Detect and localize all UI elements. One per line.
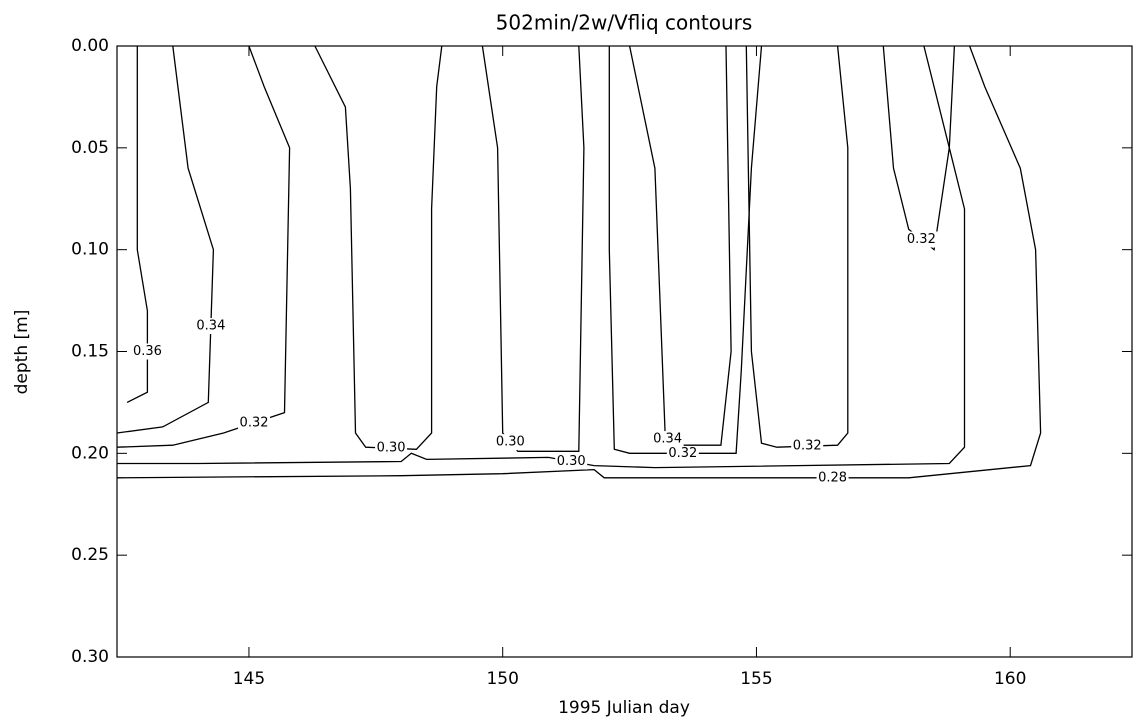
contour-label: 0.34	[653, 432, 682, 447]
contour-label: 0.28	[818, 470, 847, 485]
contour-label-bg	[555, 453, 588, 470]
contour-label: 0.32	[668, 446, 697, 461]
chart-title: 502min/2w/Vfliq contours	[496, 11, 753, 35]
contour-label-bg	[666, 445, 699, 462]
y-tick-label: 0.05	[71, 138, 109, 158]
contour-line	[116, 45, 291, 448]
x-tick-label: 160	[994, 669, 1026, 689]
x-tick-label: 145	[233, 669, 265, 689]
contour-line	[314, 45, 443, 450]
contour-line	[116, 45, 1042, 479]
contour-label: 0.32	[793, 439, 822, 454]
x-axis-label: 1995 Julian day	[558, 698, 690, 718]
y-tick-label: 0.20	[71, 443, 109, 463]
y-tick-label: 0.30	[71, 647, 109, 667]
contour-line	[117, 45, 966, 469]
contour-label: 0.30	[377, 441, 406, 456]
contour-line	[116, 45, 215, 434]
contour-label: 0.32	[240, 415, 269, 430]
contour-label-bg	[791, 438, 824, 455]
contour-label-bg	[194, 318, 227, 335]
contour-line	[126, 46, 149, 403]
contour-line	[608, 45, 763, 454]
contour-line	[628, 45, 732, 446]
contour-label-bg	[375, 440, 408, 457]
contour-label: 0.30	[557, 454, 586, 469]
plot-frame	[116, 45, 1133, 658]
y-tick-label: 0.25	[71, 545, 109, 565]
contour-label-bg	[905, 231, 938, 248]
x-tick-label: 155	[740, 669, 772, 689]
contour-label-bg	[131, 343, 164, 360]
y-axis-label: depth [m]	[12, 310, 32, 395]
contour-label: 0.30	[496, 435, 525, 450]
x-tick-label: 150	[486, 669, 518, 689]
contour-label: 0.36	[133, 344, 162, 359]
contour-line	[745, 45, 849, 448]
y-tick-label: 0.15	[71, 342, 109, 362]
contour-label-bg	[816, 469, 849, 486]
y-tick-label: 0.10	[71, 240, 109, 260]
contour-line	[882, 45, 956, 251]
contour-line	[481, 45, 585, 452]
contour-label-bg	[651, 431, 684, 448]
contour-label: 0.34	[196, 319, 225, 334]
contour-label-bg	[238, 414, 271, 431]
contour-label-bg	[494, 434, 527, 451]
y-tick-label: 0.00	[71, 36, 109, 56]
contour-label: 0.32	[907, 232, 936, 247]
